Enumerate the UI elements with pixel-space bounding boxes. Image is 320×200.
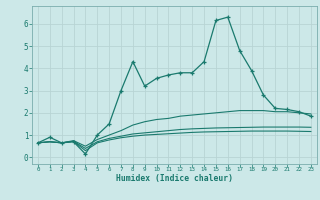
X-axis label: Humidex (Indice chaleur): Humidex (Indice chaleur) — [116, 174, 233, 183]
